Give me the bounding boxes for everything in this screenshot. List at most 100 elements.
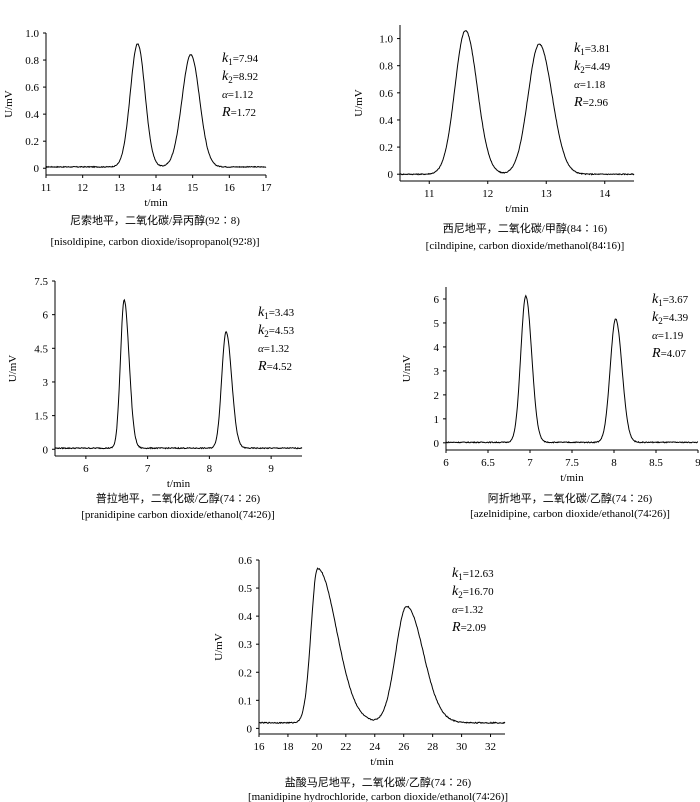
stat-annotation: R=4.07 [651, 346, 687, 361]
x-tick-label: 6.5 [481, 457, 495, 469]
x-tick-label: 7 [527, 457, 533, 469]
caption-chinese: 西尼地平，二氧化碳/甲醇(84∶16) [443, 221, 608, 235]
stat-annotation: k1=3.43 [258, 305, 295, 321]
stat-annotation: R=2.96 [573, 95, 609, 110]
x-axis-label: t/min [560, 472, 584, 484]
y-tick-label: 0.6 [25, 82, 39, 94]
y-tick-label: 0.4 [25, 109, 39, 121]
caption-chinese: 阿折地平，二氧化碳/乙醇(74∶26) [488, 491, 653, 505]
y-tick-label: 0.4 [379, 115, 393, 127]
caption-english: [cilndipine, carbon dioxide/methanol(84∶… [426, 240, 625, 252]
x-tick-label: 22 [340, 741, 351, 753]
y-tick-label: 4 [434, 342, 440, 354]
y-tick-label: 1.5 [34, 411, 48, 423]
x-axis-label: t/min [144, 197, 168, 209]
x-tick-label: 16 [254, 741, 266, 753]
chromatogram-trace [45, 43, 267, 169]
x-axis-label: t/min [370, 756, 394, 768]
stat-annotation: k2=4.53 [258, 323, 295, 339]
chromatogram-trace [446, 294, 699, 444]
y-tick-label: 0.6 [238, 555, 252, 567]
stat-annotation: α=1.12 [222, 89, 253, 101]
chart-panel-3: 6 7 8 9 0 1.5 3 4.5 6 7.5 t/min U/mV k1=3.43 k2=4.53 α… [7, 276, 303, 521]
x-tick-label: 16 [224, 182, 236, 194]
y-tick-label: 5 [434, 318, 440, 330]
stat-annotation: R=4.52 [257, 359, 292, 374]
x-tick-label: 9 [268, 463, 274, 475]
y-tick-label: 1 [434, 414, 440, 426]
chromatogram-trace [54, 298, 303, 450]
y-tick-label: 0.2 [379, 142, 393, 154]
y-tick-label: 0.2 [25, 136, 39, 148]
y-tick-label: 0.8 [25, 55, 39, 67]
stat-annotation: α=1.32 [258, 343, 289, 355]
y-axis-label: U/mV [213, 633, 225, 661]
y-tick-label: 0 [247, 723, 253, 735]
chromatogram-trace [258, 567, 506, 725]
x-tick-label: 13 [541, 188, 553, 200]
x-tick-label: 24 [369, 741, 381, 753]
y-tick-label: 0 [388, 169, 394, 181]
stat-annotation: α=1.18 [574, 79, 606, 91]
caption-chinese: 尼索地平，二氧化碳/异丙醇(92∶8) [70, 213, 240, 227]
stat-annotation: k2=8.92 [222, 69, 258, 85]
caption-english: [azelnidipine, carbon dioxide/ethanol(74… [470, 508, 670, 520]
stat-annotation: k1=12.63 [452, 566, 494, 582]
y-axis-label: U/mV [7, 355, 19, 383]
x-tick-label: 12 [77, 182, 88, 194]
x-tick-label: 14 [151, 182, 163, 194]
x-tick-label: 7 [145, 463, 151, 475]
x-tick-label: 32 [485, 741, 496, 753]
x-axis-label: t/min [167, 478, 191, 490]
x-tick-label: 26 [398, 741, 410, 753]
x-tick-label: 20 [311, 741, 323, 753]
y-tick-label: 3 [434, 366, 440, 378]
y-axis-label: U/mV [3, 90, 15, 118]
x-tick-label: 17 [261, 182, 273, 194]
stat-annotation: k1=3.67 [652, 292, 689, 308]
stat-annotation: α=1.32 [452, 604, 483, 616]
chart-panel-5: 16 18 20 22 24 26 28 30 32 0 0.1 0.2 0.3 0.4 0.5 0.6 t/m… [213, 555, 508, 802]
y-tick-label: 0.1 [238, 695, 252, 707]
stat-annotation: R=2.09 [451, 620, 487, 635]
y-tick-label: 0 [434, 438, 440, 450]
x-tick-label: 8 [611, 457, 617, 469]
stat-annotation: R=1.72 [221, 105, 256, 120]
y-tick-label: 0 [43, 444, 49, 456]
x-tick-label: 14 [599, 188, 611, 200]
x-tick-label: 15 [187, 182, 199, 194]
y-axis-label: U/mV [353, 89, 365, 117]
x-tick-label: 6 [443, 457, 449, 469]
x-tick-label: 8 [207, 463, 213, 475]
x-tick-label: 9 [695, 457, 700, 469]
y-tick-label: 0.5 [238, 583, 252, 595]
stat-annotation: α=1.19 [652, 330, 684, 342]
y-tick-label: 1.0 [379, 34, 393, 46]
caption-english: [nisoldipine, carbon dioxide/isopropanol… [50, 236, 259, 248]
x-tick-label: 7.5 [565, 457, 579, 469]
caption-english: [manidipine hydrochloride, carbon dioxid… [248, 791, 508, 802]
x-tick-label: 13 [114, 182, 126, 194]
y-axis-label: U/mV [401, 355, 413, 383]
x-tick-label: 28 [427, 741, 439, 753]
chromatogram-trace [399, 30, 635, 176]
chart-panel-4: 6 6.5 7 7.5 8 8.5 9 0 1 2 3 4 5 6 t/min U/mV k1=3.67 k2=4… [401, 287, 700, 520]
chart-panel-2: 11 12 13 14 0 0.2 0.4 0.6 0.8 1.0 t/min U/mV k1=3.81… [353, 25, 635, 252]
caption-english: [pranidipine carbon dioxide/ethanol(74∶2… [81, 509, 274, 521]
y-tick-label: 6 [43, 310, 49, 322]
stat-annotation: k2=16.70 [452, 584, 494, 600]
y-tick-label: 3 [43, 377, 49, 389]
x-tick-label: 6 [83, 463, 89, 475]
y-tick-label: 0.4 [238, 611, 252, 623]
y-tick-label: 0 [34, 163, 40, 175]
x-tick-label: 11 [41, 182, 52, 194]
chart-panel-1: 11 12 13 14 15 16 17 0 0.2 0.4 0.6 0.8 1.0 t/min U/mV k… [3, 28, 272, 248]
caption-chinese: 盐酸马尼地平，二氧化碳/乙醇(74∶26) [285, 775, 472, 789]
stat-annotation: k2=4.49 [574, 59, 611, 75]
y-tick-label: 0.3 [238, 639, 252, 651]
x-tick-label: 30 [456, 741, 468, 753]
y-tick-label: 4.5 [34, 343, 48, 355]
y-tick-label: 7.5 [34, 276, 48, 288]
x-tick-label: 8.5 [649, 457, 663, 469]
